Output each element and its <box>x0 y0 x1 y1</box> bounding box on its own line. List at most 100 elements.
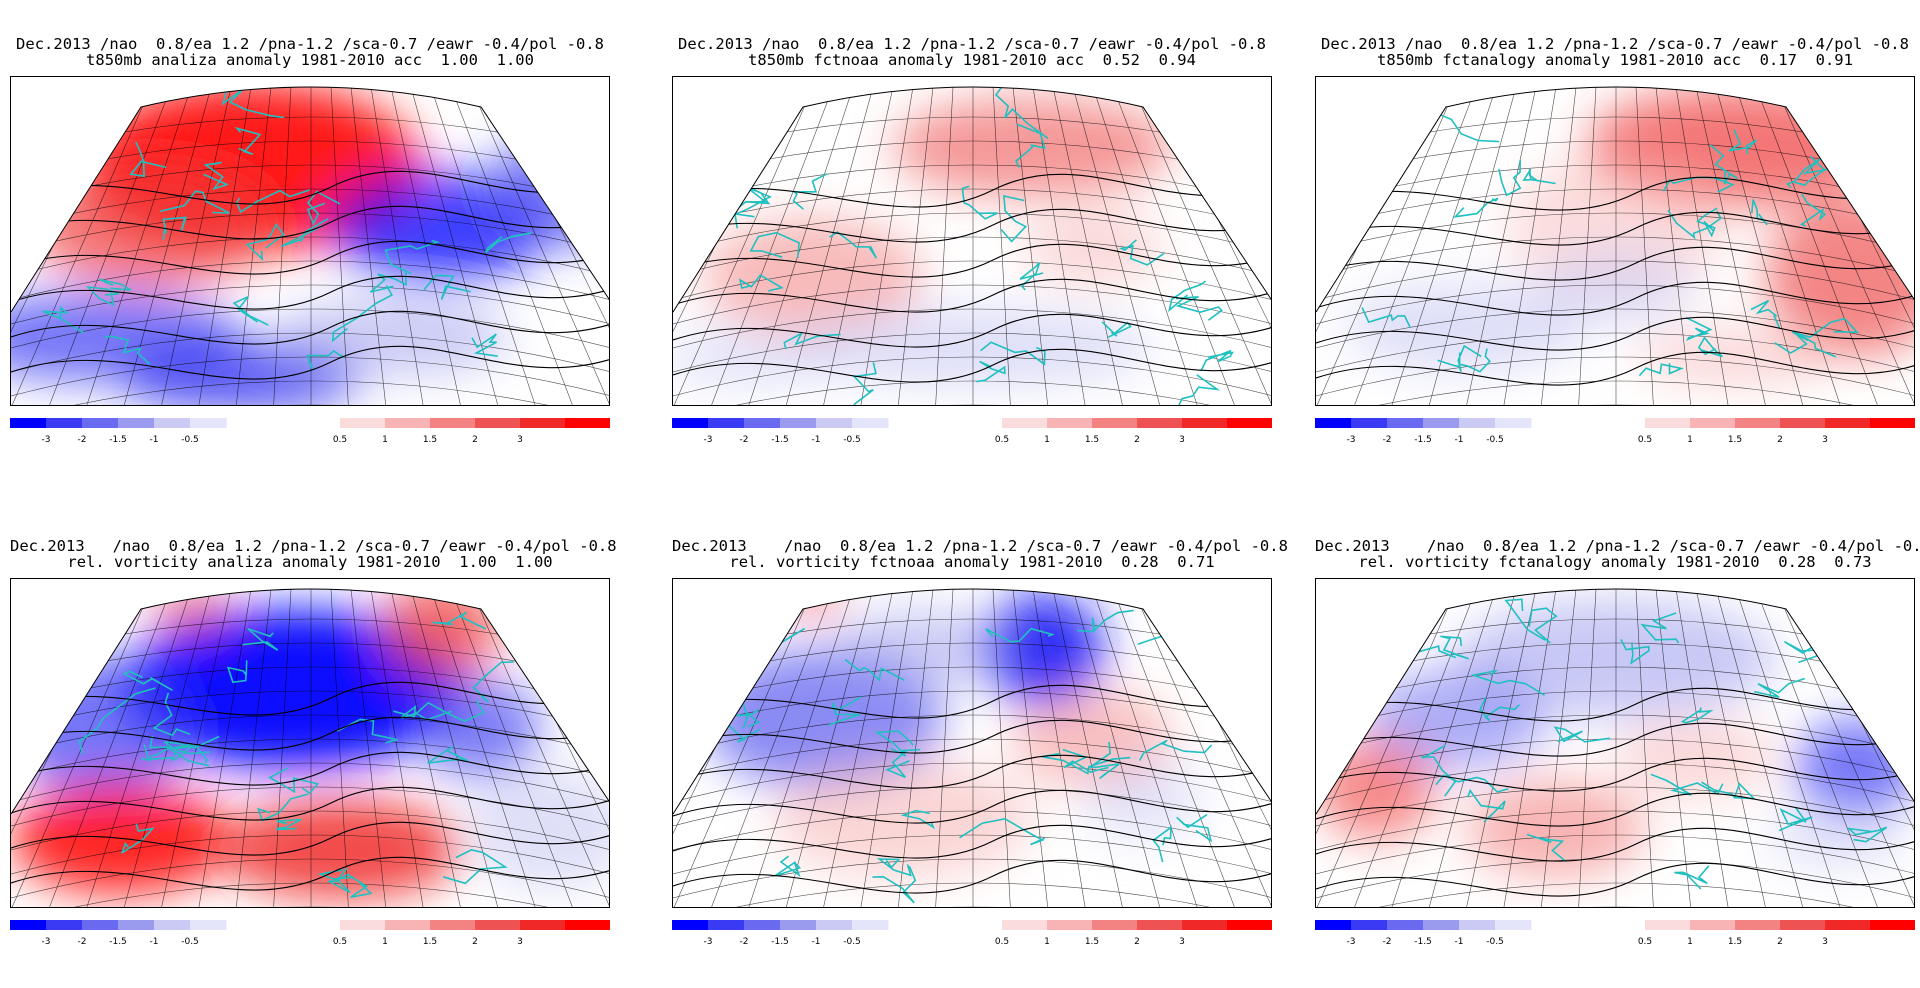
colorbar-swatch-negative <box>780 418 817 428</box>
colorbar-label: -3 <box>1347 435 1356 445</box>
colorbar-swatch-positive <box>1690 418 1736 428</box>
colorbar-swatch-negative <box>1387 418 1424 428</box>
colorbar-swatch-positive <box>340 920 386 930</box>
colorbar-label: 1 <box>1687 435 1693 445</box>
colorbar-swatch-positive <box>1182 920 1228 930</box>
colorbar-swatch-negative <box>708 418 745 428</box>
colorbar-swatch-negative <box>1315 418 1352 428</box>
colorbar-swatch-negative <box>118 418 155 428</box>
colorbar-label: -2 <box>1383 937 1392 947</box>
contour-lines <box>673 173 1271 383</box>
colorbar-label: 1 <box>382 937 388 947</box>
colorbar-swatch-positive <box>1735 418 1781 428</box>
colorbar: -3 -2 -1.5 -1 -0.5 0.5 1 1.5 2 3 <box>10 920 610 960</box>
anomaly-region <box>1316 739 1436 839</box>
panel-title-line2: t850mb fctanalogy anomaly 1981-2010 acc … <box>1377 51 1853 69</box>
colorbar-swatch-negative <box>1387 920 1424 930</box>
colorbar-swatch-negative <box>1495 920 1532 930</box>
anomaly-region <box>1366 669 1546 769</box>
contour-lines <box>11 170 609 380</box>
colorbar-swatch-negative <box>708 920 745 930</box>
colorbar-swatch-positive <box>1002 920 1048 930</box>
anomaly-region <box>221 799 461 899</box>
colorbar-swatch-positive <box>1735 920 1781 930</box>
colorbar-label: 2 <box>1134 937 1140 947</box>
map-svg <box>1316 86 1914 405</box>
colorbar-swatch-negative <box>816 418 853 428</box>
panel-title-line1: Dec.2013 /nao 0.8/ea 1.2 /pna-1.2 /sca-0… <box>678 35 1266 53</box>
colorbar-label: 0.5 <box>995 937 1009 947</box>
colorbar-label: 1.5 <box>1728 435 1742 445</box>
colorbar-swatch-positive <box>1227 920 1272 930</box>
colorbar-swatch-negative <box>672 920 709 930</box>
colorbar-label: -1.5 <box>109 937 127 947</box>
colorbar-swatch-negative <box>852 920 889 930</box>
colorbar-swatch-negative <box>154 920 191 930</box>
colorbar-label: 2 <box>1777 937 1783 947</box>
colorbar-svg: -3 -2 -1.5 -1 -0.5 0.5 1 1.5 2 3 <box>672 920 1272 947</box>
panel-title-line1: Dec.2013 /nao 0.8/ea 1.2 /pna-1.2 /sca-0… <box>1321 35 1909 53</box>
colorbar-label: -2 <box>1383 435 1392 445</box>
map-domain-outline <box>1316 588 1914 815</box>
colorbar-swatch-positive <box>1002 418 1048 428</box>
colorbar-label: 2 <box>1777 435 1783 445</box>
colorbar-swatch-positive <box>1182 418 1228 428</box>
colorbar-label: -1 <box>150 937 159 947</box>
colorbar-label: -1 <box>150 435 159 445</box>
map-svg <box>673 588 1271 907</box>
panel-title-line2: t850mb fctnoaa anomaly 1981-2010 acc 0.5… <box>748 51 1196 69</box>
colorbar-swatch-positive <box>565 418 610 428</box>
colorbar-swatch-negative <box>1351 920 1388 930</box>
colorbar-swatch-negative <box>672 418 709 428</box>
anomaly-region <box>151 589 231 634</box>
colorbar-label: 0.5 <box>333 435 347 445</box>
coastlines <box>42 89 532 371</box>
colorbar-swatch-positive <box>1047 920 1093 930</box>
anomaly-region <box>673 327 843 387</box>
colorbar-swatch-negative <box>1351 418 1388 428</box>
colorbar-label: 3 <box>517 937 523 947</box>
map-svg <box>673 86 1271 405</box>
anomaly-region <box>31 167 271 287</box>
colorbar-swatch-positive <box>430 920 476 930</box>
colorbar-label: 3 <box>1822 435 1828 445</box>
colorbar-swatch-positive <box>340 418 386 428</box>
colorbar: -3 -2 -1.5 -1 -0.5 0.5 1 1.5 2 3 <box>1315 920 1915 960</box>
colorbar-swatch-positive <box>520 920 566 930</box>
anomaly-region <box>121 609 461 769</box>
colorbar-swatch-positive <box>1690 920 1736 930</box>
colorbar-swatch-positive <box>1137 418 1183 428</box>
colorbar-label: -2 <box>78 937 87 947</box>
colorbar-swatch-negative <box>1423 418 1460 428</box>
panel-title-line1: Dec.2013 /nao 0.8/ea 1.2 /pna-1.2 /sca-0… <box>16 35 604 53</box>
colorbar-label: 0.5 <box>1638 937 1652 947</box>
colorbar-svg: -3 -2 -1.5 -1 -0.5 0.5 1 1.5 2 3 <box>672 418 1272 445</box>
colorbar-label: 1 <box>1044 937 1050 947</box>
panel-title-line1: Dec.2013 /nao 0.8/ea 1.2 /pna-1.2 /sca-0… <box>672 537 1288 555</box>
colorbar-swatch-positive <box>1227 418 1272 428</box>
colorbar-swatch-negative <box>190 920 227 930</box>
colorbar-swatch-negative <box>852 418 889 428</box>
colorbar-swatch-negative <box>46 418 83 428</box>
colorbar-swatch-positive <box>1047 418 1093 428</box>
colorbar-swatch-positive <box>475 920 521 930</box>
colorbar-swatch-negative <box>1315 920 1352 930</box>
panel-title-line2: rel. vorticity analiza anomaly 1981-2010… <box>67 553 553 571</box>
colorbar-swatch-negative <box>154 418 191 428</box>
colorbar-label: 1.5 <box>423 435 437 445</box>
map-svg <box>1316 588 1914 907</box>
colorbar: -3 -2 -1.5 -1 -0.5 0.5 1 1.5 2 3 <box>1315 418 1915 458</box>
colorbar-label: -1.5 <box>1414 937 1432 947</box>
colorbar-label: 2 <box>1134 435 1140 445</box>
colorbar-label: -1 <box>1455 937 1464 947</box>
colorbar-label: 3 <box>1822 937 1828 947</box>
colorbar-label: 0.5 <box>333 937 347 947</box>
colorbar-swatch-negative <box>10 418 47 428</box>
anomaly-region <box>471 769 609 889</box>
colorbar-label: -0.5 <box>181 435 199 445</box>
colorbar: -3 -2 -1.5 -1 -0.5 0.5 1 1.5 2 3 <box>10 418 610 458</box>
map-plot <box>1315 76 1915 406</box>
colorbar-label: 1 <box>382 435 388 445</box>
contour-lines <box>1316 176 1914 386</box>
colorbar-swatch-negative <box>1459 418 1496 428</box>
